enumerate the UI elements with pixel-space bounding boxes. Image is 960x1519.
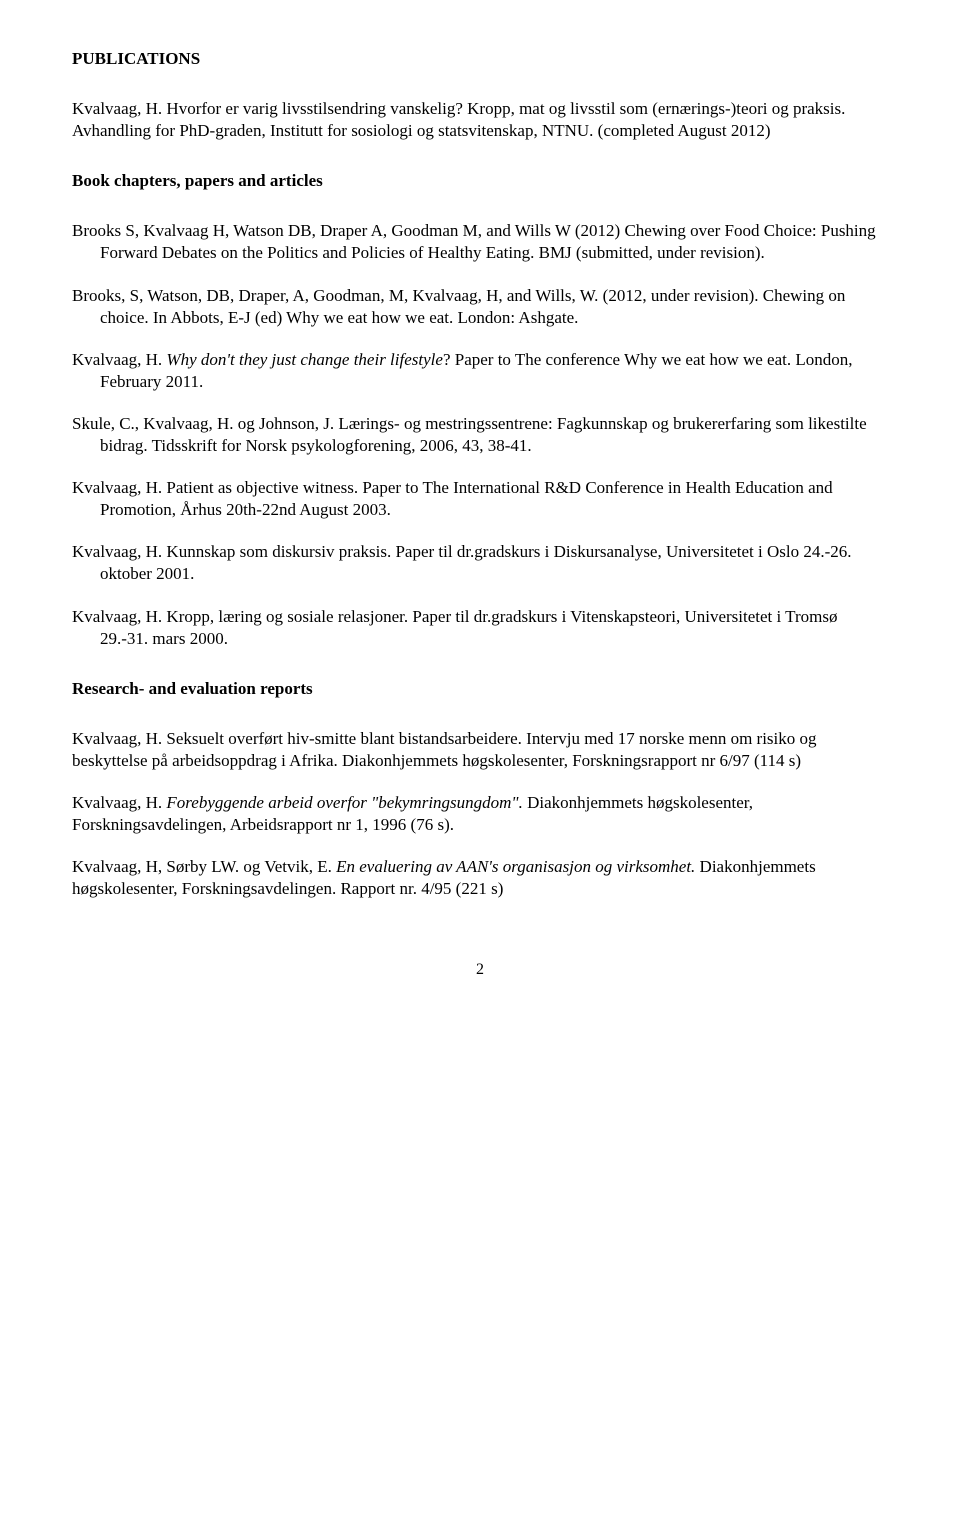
- entry-italic: Why don't they just change their lifesty…: [166, 350, 443, 369]
- entry-pre: Kvalvaag, H, Sørby LW. og Vetvik, E.: [72, 857, 336, 876]
- book-entry: Skule, C., Kvalvaag, H. og Johnson, J. L…: [72, 413, 888, 457]
- entry-italic: Forebyggende arbeid overfor "bekymringsu…: [166, 793, 522, 812]
- report-entry: Kvalvaag, H. Seksuelt overført hiv-smitt…: [72, 728, 888, 772]
- book-entry: Brooks, S, Watson, DB, Draper, A, Goodma…: [72, 285, 888, 329]
- report-entry: Kvalvaag, H. Forebyggende arbeid overfor…: [72, 792, 888, 836]
- book-entry: Kvalvaag, H. Why don't they just change …: [72, 349, 888, 393]
- intro-paragraph: Kvalvaag, H. Hvorfor er varig livsstilse…: [72, 98, 888, 142]
- entry-pre: Kvalvaag, H.: [72, 793, 166, 812]
- book-entry: Kvalvaag, H. Patient as objective witnes…: [72, 477, 888, 521]
- book-entry: Kvalvaag, H. Kunnskap som diskursiv prak…: [72, 541, 888, 585]
- book-entry: Brooks S, Kvalvaag H, Watson DB, Draper …: [72, 220, 888, 264]
- entry-pre: Kvalvaag, H.: [72, 350, 166, 369]
- reports-heading: Research- and evaluation reports: [72, 678, 888, 700]
- entry-italic: En evaluering av AAN's organisasjon og v…: [336, 857, 695, 876]
- book-chapters-heading: Book chapters, papers and articles: [72, 170, 888, 192]
- book-entry: Kvalvaag, H. Kropp, læring og sosiale re…: [72, 606, 888, 650]
- page-number: 2: [72, 960, 888, 981]
- publications-heading: PUBLICATIONS: [72, 48, 888, 70]
- report-entry: Kvalvaag, H, Sørby LW. og Vetvik, E. En …: [72, 856, 888, 900]
